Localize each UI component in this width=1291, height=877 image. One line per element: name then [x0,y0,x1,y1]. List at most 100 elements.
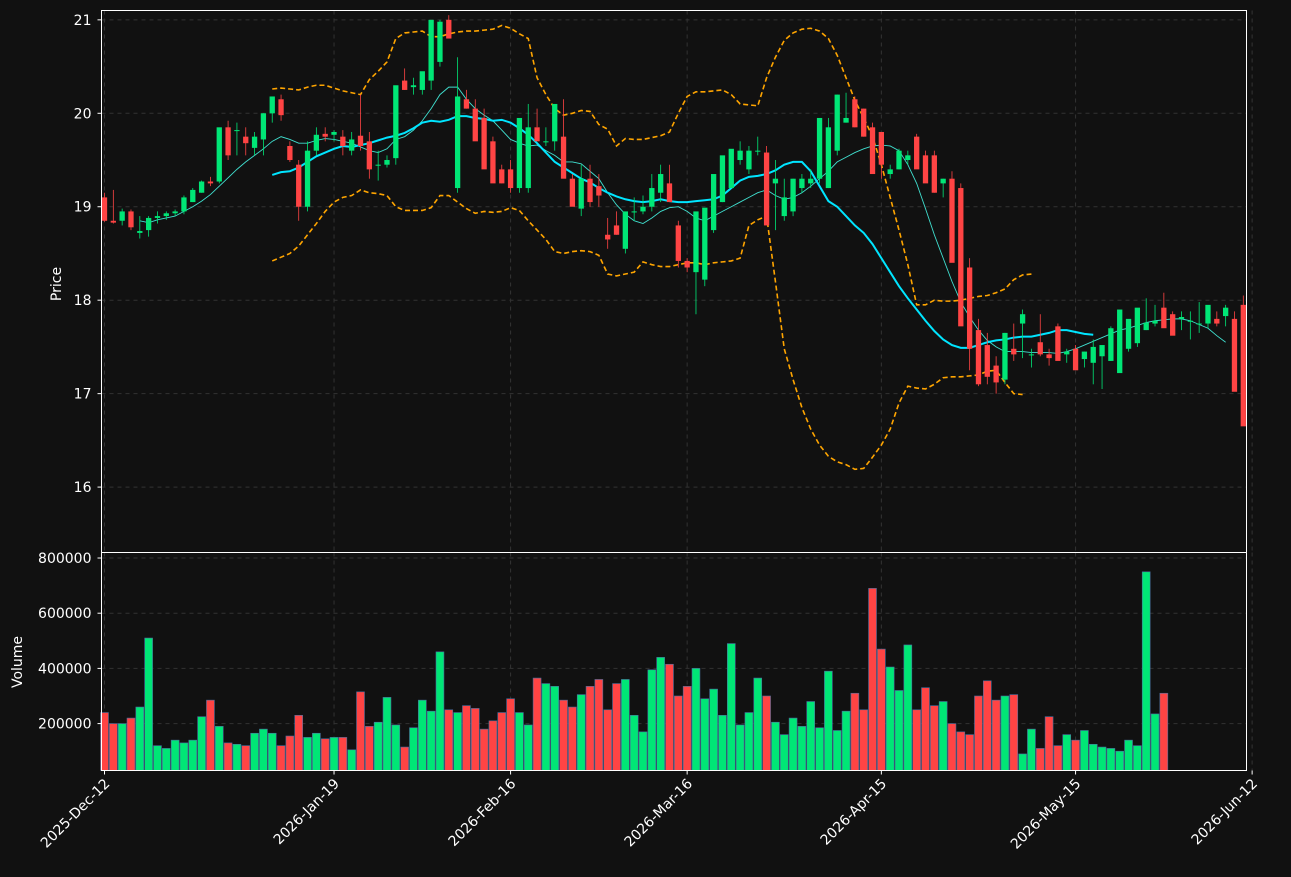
volume-panel: 200000 400000 600000 800000 Volume [10,551,1253,771]
volume-bar [1009,694,1019,771]
candle-body [490,141,496,184]
volume-bar [479,728,489,771]
volume-bar [418,699,427,771]
candle-body [852,99,858,128]
volume-bar [1124,739,1133,771]
volume-bar [938,701,948,771]
volume-bar [1018,753,1027,771]
candle-body [772,178,779,184]
volume-bar [1159,692,1169,771]
volume-bar [621,679,630,771]
volume-bar [153,745,162,771]
candle-body [984,345,990,377]
volume-bar [559,699,568,771]
volume-tick-label: 800000 [38,551,91,567]
volume-bar [1106,748,1116,771]
candle-body [269,96,275,114]
volume-bar [541,683,551,771]
candle-body [101,197,108,221]
candle-body [446,19,452,39]
volume-bar [947,723,957,771]
candle-body [1064,351,1070,355]
price-tick-label: 16 [74,480,92,496]
candle-body [454,96,461,189]
volume-bar [400,746,409,771]
candle-body [658,174,664,193]
candle-body [296,164,302,207]
volume-bar [462,705,471,771]
volume-bar [267,732,277,771]
volume-bar [585,686,595,771]
candle-body [525,127,531,189]
candle-body [1117,309,1123,374]
candle-body [569,178,576,207]
candle-body [578,178,584,209]
candle-body [719,155,726,203]
volume-bar [179,742,189,771]
candle-body [702,207,708,280]
volume-bar [470,708,480,771]
candle-body [993,365,999,383]
candle-body [1231,318,1238,392]
candle-body [278,99,284,116]
price-tick-label: 20 [74,106,92,122]
candle-body [119,211,125,221]
candle-body [1081,351,1088,360]
candle-body [137,231,143,233]
candle-body [966,267,973,349]
volume-bar [250,732,259,771]
candle-body [975,330,982,385]
candle-body [790,178,796,212]
candle-body [393,85,399,159]
volume-bar [815,727,824,771]
candle-body [1072,348,1079,371]
volume-bar [850,692,860,771]
volume-bar [1080,730,1089,771]
volume-bar [727,643,736,771]
candle-body [613,225,620,235]
volume-bar [1088,743,1098,771]
volume-bar [506,698,515,771]
volume-bar [285,735,295,771]
candle-body [940,178,946,184]
candle-body [914,136,920,170]
volume-bar [1133,745,1142,771]
candle-body [763,152,770,226]
candle-body [260,113,267,140]
candle-body [1240,304,1246,427]
volume-tick-label: 400000 [38,661,91,677]
candle-body [605,234,611,240]
candle-body [746,150,752,170]
candle-body [728,148,734,189]
price-tick-label: 21 [74,13,92,29]
candle-body [799,178,805,189]
candle-body [631,211,637,213]
candle-body [331,131,337,135]
candle-body [958,188,964,327]
candle-body [781,197,787,217]
candle-body [243,136,249,144]
volume-bar [709,688,718,771]
volume-bar [868,588,877,771]
candle-body [622,211,628,249]
volume-bar [771,721,780,771]
candle-body [587,178,593,203]
candle-body [1108,328,1114,361]
volume-bar [109,723,118,771]
candle-body [1205,304,1211,324]
candle-body [1046,354,1052,359]
volume-bar [135,706,145,771]
volume-tick-label: 600000 [38,606,91,622]
candle-body [560,136,567,179]
volume-bar [930,705,939,771]
volume-grid [101,552,1253,771]
volume-bar [965,734,974,771]
candle-body [922,155,929,184]
volume-bar [779,734,789,771]
volume-bar [1000,695,1010,771]
candle-body [1187,320,1193,322]
volume-bar [382,697,392,771]
candle-body [1011,348,1017,355]
price-tick-label: 18 [74,293,92,309]
volume-bar [391,724,401,771]
